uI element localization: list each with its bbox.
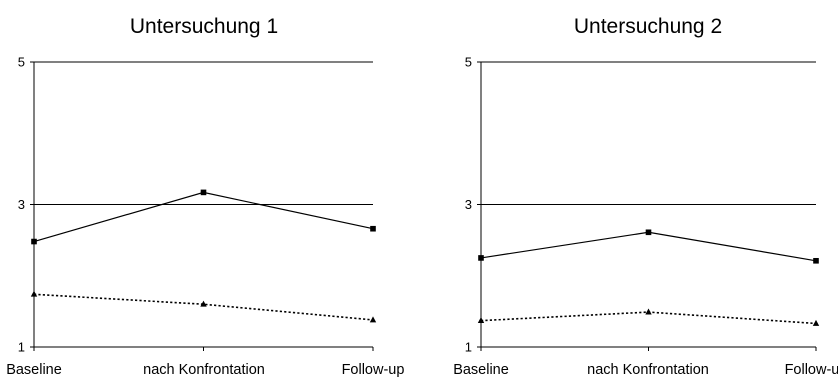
series-1-point — [370, 225, 376, 232]
y-tick-label: 1 — [18, 340, 25, 355]
series-1-point — [813, 257, 819, 264]
x-tick-label: nach Konfrontation — [587, 362, 709, 378]
series-2-point — [200, 300, 207, 307]
series-2-point — [477, 317, 485, 324]
y-tick-label: 5 — [18, 55, 25, 70]
x-tick-label: Baseline — [453, 362, 509, 378]
series-1-point — [478, 255, 484, 261]
y-tick-label: 3 — [465, 197, 472, 212]
series-1-point — [31, 238, 37, 245]
series-2-point — [30, 290, 38, 297]
y-tick-label: 1 — [465, 340, 472, 355]
x-tick-label: Follow-up — [342, 362, 405, 378]
x-tick-label: Follow-up — [785, 362, 838, 378]
chart-title: Untersuchung 1 — [130, 15, 278, 38]
chart-2: Untersuchung 2 1 3 5 Baseline nach Konfrontat… — [453, 15, 838, 378]
x-tick-label: nach Konfrontation — [143, 362, 265, 378]
x-tick-label: Baseline — [6, 362, 62, 378]
chart-title: Untersuchung 2 — [574, 15, 722, 38]
series-1-line — [33, 191, 374, 243]
series-1-line — [480, 231, 817, 262]
series-2-line — [33, 293, 374, 321]
y-tick-label: 3 — [18, 197, 25, 212]
series-1-point — [200, 189, 207, 196]
y-tick-label: 5 — [465, 55, 472, 70]
chart-1: Untersuchung 1 1 3 5 Baseline nach Konfrontat… — [6, 15, 404, 378]
series-2-point — [812, 319, 820, 326]
series-2-point — [369, 316, 377, 323]
series-2-point — [645, 308, 652, 315]
series-1-point — [645, 229, 652, 236]
